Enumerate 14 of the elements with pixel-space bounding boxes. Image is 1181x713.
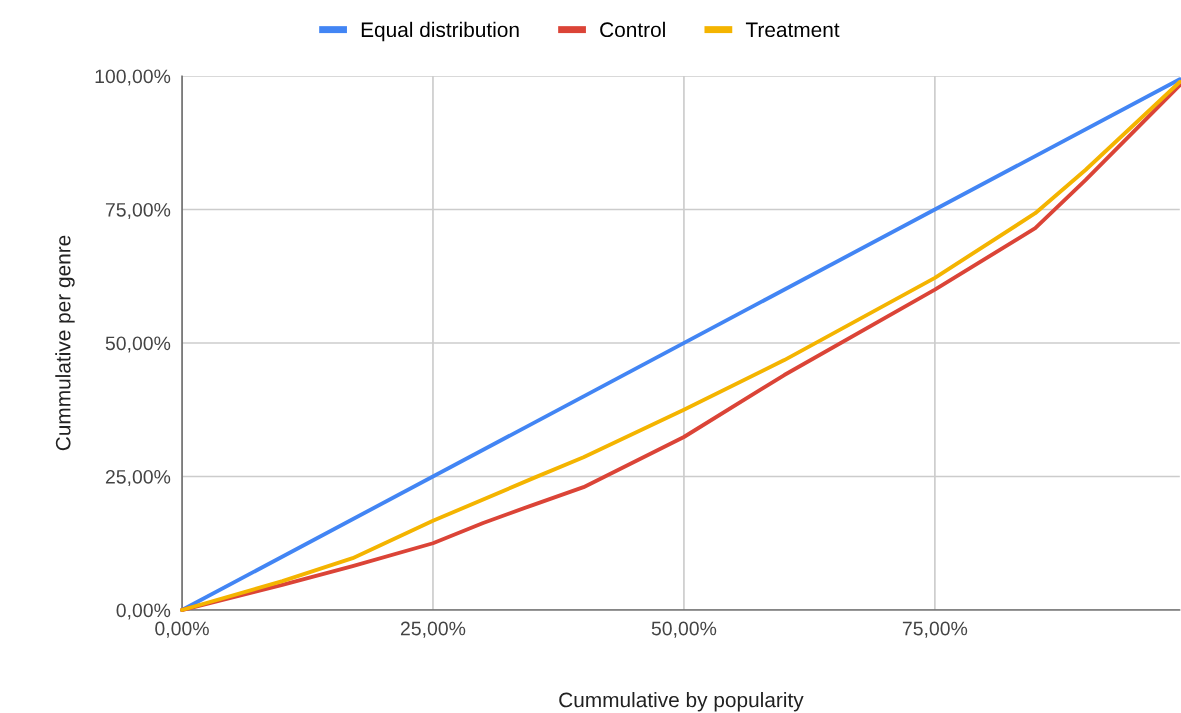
y-tick-label: 25,00% xyxy=(105,469,171,487)
x-tick-label: 25,00% xyxy=(400,621,466,638)
y-tick-label: 0,00% xyxy=(116,603,171,620)
legend-label: Equal distribution xyxy=(361,21,519,42)
y-tick-label: 75,00% xyxy=(105,202,171,220)
y-tick-label: 100,00% xyxy=(95,69,171,86)
x-tick-label: 0,00% xyxy=(155,621,209,638)
x-tick-label: 50,00% xyxy=(651,621,717,638)
legend-label: Treatment xyxy=(745,22,840,38)
x-axis-title: Cummulative by popularity xyxy=(559,692,804,712)
y-axis-title: Cummulative per genre xyxy=(55,235,75,451)
legend-label: Control xyxy=(600,21,665,38)
y-tick-label: 50,00% xyxy=(105,336,171,353)
x-tick-label: 75,00% xyxy=(902,621,968,638)
